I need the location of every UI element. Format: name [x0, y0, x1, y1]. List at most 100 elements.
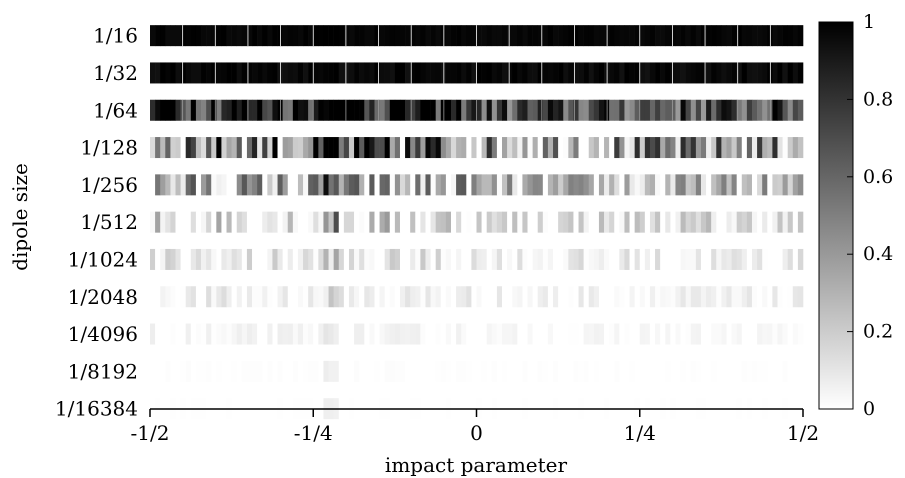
heatmap-cell — [492, 100, 497, 121]
heatmap-cell — [191, 324, 196, 345]
heatmap-cell — [349, 324, 354, 345]
heatmap-cell — [706, 25, 711, 46]
heatmap-cell — [242, 286, 247, 307]
heatmap-cell — [568, 361, 573, 382]
heatmap-cell — [441, 212, 446, 233]
heatmap-cell — [614, 324, 619, 345]
heatmap-cell — [446, 100, 451, 121]
heatmap-cell — [278, 174, 283, 195]
heatmap-cell — [436, 249, 441, 270]
heatmap-cell — [553, 25, 558, 46]
heatmap-cell — [339, 137, 344, 158]
heatmap-cell — [267, 249, 272, 270]
heatmap-cell — [329, 100, 334, 121]
heatmap-cell — [323, 324, 328, 345]
heatmap-cell — [206, 249, 211, 270]
heatmap-cell — [686, 25, 691, 46]
heatmap-cell — [216, 324, 221, 345]
heatmap-cell — [466, 100, 471, 121]
heatmap-cell — [206, 137, 211, 158]
heatmap-cell — [221, 249, 226, 270]
heatmap-cell — [798, 100, 803, 121]
heatmap-cell — [165, 25, 170, 46]
heatmap-cell — [619, 174, 624, 195]
heatmap-cell — [635, 361, 640, 382]
heatmap-cell — [762, 62, 767, 83]
heatmap-cell — [675, 137, 680, 158]
heatmap-cell — [415, 361, 420, 382]
heatmap-cell — [354, 62, 359, 83]
heatmap-cell — [262, 174, 267, 195]
heatmap-cell — [349, 62, 354, 83]
heatmap-cell — [344, 62, 349, 83]
colorbar-gradient — [819, 22, 853, 409]
heatmap-cell — [726, 324, 731, 345]
heatmap-cell — [482, 324, 487, 345]
heatmap-cell — [604, 286, 609, 307]
heatmap-cell — [482, 286, 487, 307]
heatmap-cell — [568, 249, 573, 270]
heatmap-cell — [492, 174, 497, 195]
heatmap-cell — [385, 174, 390, 195]
heatmap-cell — [191, 212, 196, 233]
heatmap-cell — [568, 62, 573, 83]
heatmap-cell — [696, 174, 701, 195]
heatmap-cell — [650, 25, 655, 46]
heatmap-cell — [522, 25, 527, 46]
heatmap-cell — [630, 62, 635, 83]
heatmap-cell — [456, 361, 461, 382]
heatmap-cell — [380, 100, 385, 121]
heatmap-cell — [548, 100, 553, 121]
heatmap-cell — [742, 212, 747, 233]
heatmap-cell — [247, 249, 252, 270]
heatmap-cell — [318, 25, 323, 46]
y-tick-label: 1/512 — [80, 210, 138, 234]
heatmap-cell — [512, 25, 517, 46]
heatmap-cell — [272, 361, 277, 382]
heatmap-cell — [558, 249, 563, 270]
heatmap-cell — [477, 174, 482, 195]
heatmap-cell — [446, 212, 451, 233]
y-tick-label: 1/2048 — [68, 285, 138, 309]
heatmap-cell — [681, 62, 686, 83]
heatmap-cell — [686, 212, 691, 233]
heatmap-cell — [267, 137, 272, 158]
heatmap-cell — [425, 361, 430, 382]
heatmap-cell — [772, 25, 777, 46]
heatmap-cell — [216, 286, 221, 307]
heatmap-cell — [655, 249, 660, 270]
heatmap-cell — [681, 361, 686, 382]
heatmap-cell — [635, 25, 640, 46]
heatmap-cell — [323, 25, 328, 46]
colorbar-tick-label: 0.8 — [863, 88, 893, 110]
heatmap-cell — [155, 286, 160, 307]
heatmap-cell — [420, 174, 425, 195]
heatmap-cell — [206, 361, 211, 382]
heatmap-cell — [691, 174, 696, 195]
heatmap-cell — [272, 100, 277, 121]
heatmap-cell — [737, 212, 742, 233]
heatmap-cell — [344, 324, 349, 345]
heatmap-cell — [323, 286, 328, 307]
heatmap-cell — [721, 286, 726, 307]
heatmap-cell — [359, 361, 364, 382]
heatmap-cell — [339, 100, 344, 121]
heatmap-cell — [747, 286, 752, 307]
heatmap-cell — [589, 137, 594, 158]
heatmap-cell — [425, 137, 430, 158]
heatmap-cell — [446, 137, 451, 158]
heatmap-cell — [262, 286, 267, 307]
heatmap-cell — [563, 286, 568, 307]
heatmap-cell — [150, 174, 155, 195]
heatmap-cell — [420, 212, 425, 233]
heatmap-cell — [283, 249, 288, 270]
x-tick-label: 0 — [470, 421, 483, 445]
heatmap-cell — [293, 361, 298, 382]
heatmap-cell — [579, 62, 584, 83]
heatmap-cell — [783, 137, 788, 158]
heatmap-cell — [757, 286, 762, 307]
heatmap-cell — [477, 100, 482, 121]
heatmap-cell — [415, 286, 420, 307]
heatmap-cell — [711, 137, 716, 158]
heatmap-cell — [252, 324, 257, 345]
